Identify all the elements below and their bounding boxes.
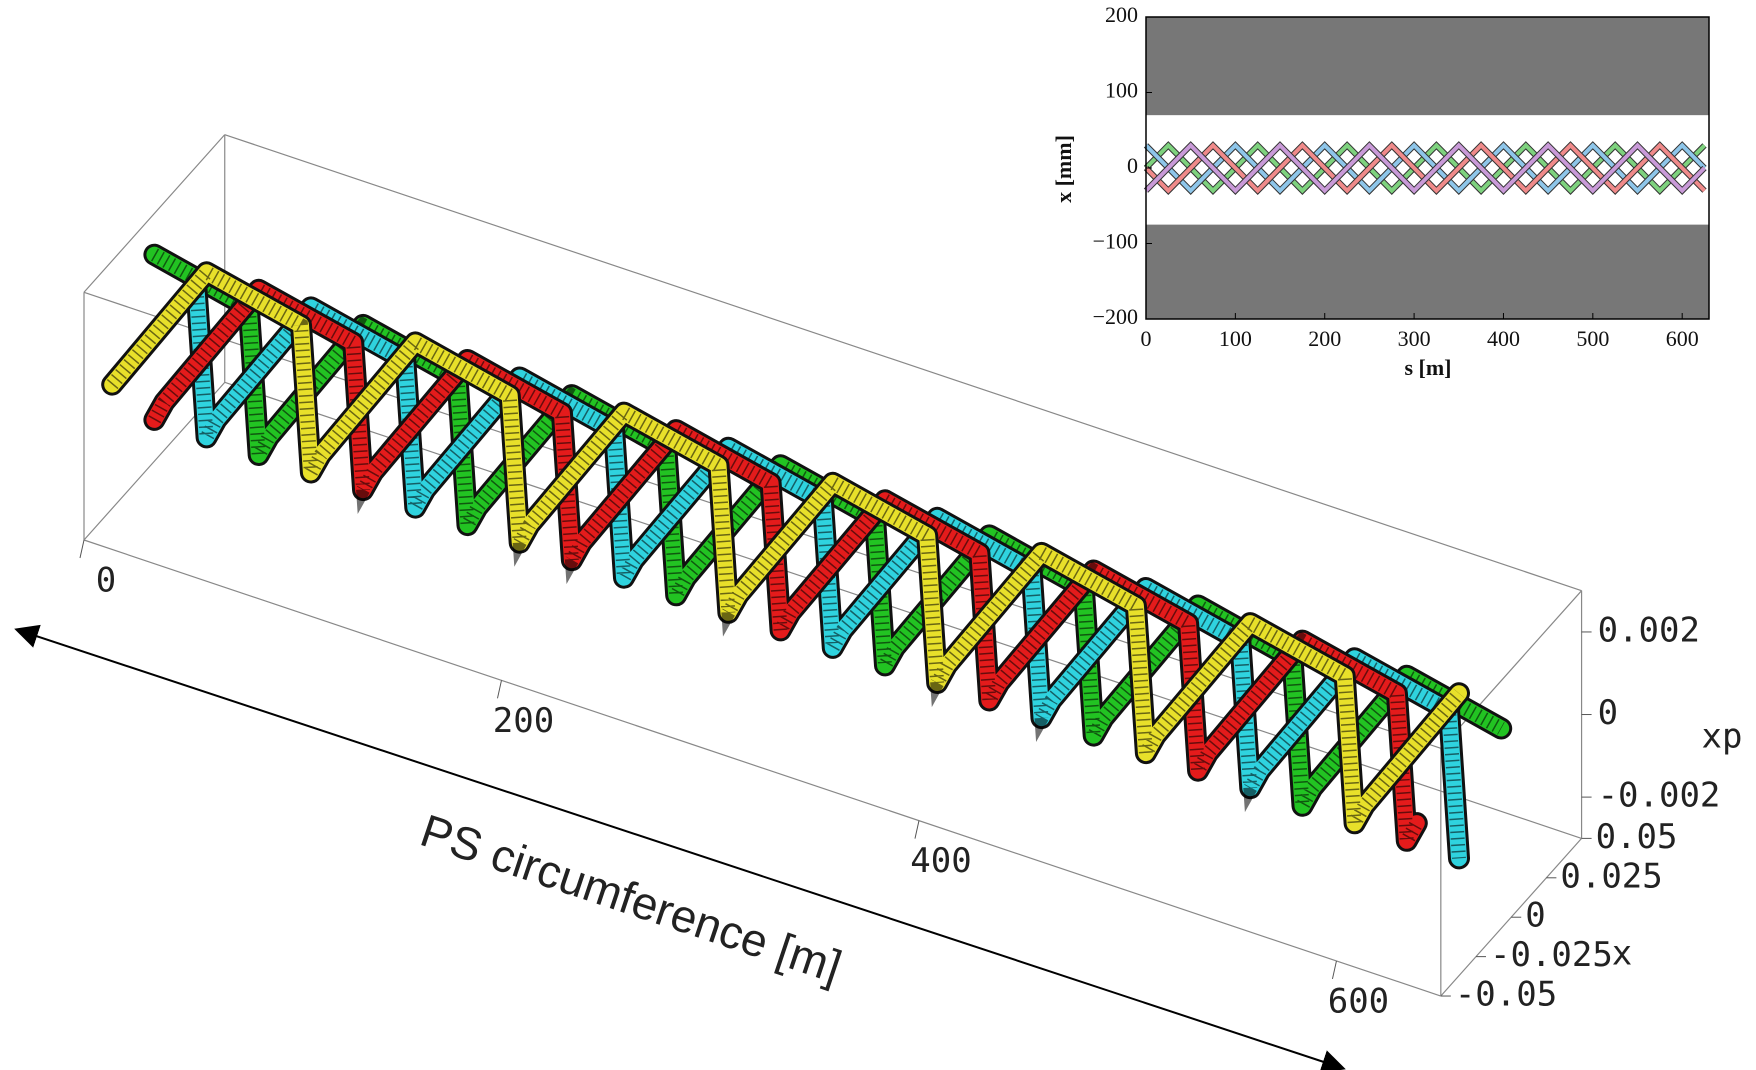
x-tick-label: -0.05: [1455, 975, 1557, 1015]
plot-3d: 02004006000.050.0250-0.025-0.050.0020-0.…: [79, 134, 1721, 1021]
box-edge: [1440, 590, 1583, 749]
tube-hatch: [148, 280, 1423, 865]
y-tick-label: −200: [1093, 304, 1138, 329]
x-tick-label: 500: [1576, 326, 1609, 351]
x-tick-label: 0.05: [1596, 817, 1678, 857]
xp-tick-label: -0.002: [1598, 776, 1721, 816]
y-tick-label: 0: [1127, 153, 1138, 178]
axis-arrow: [14, 624, 1346, 1070]
tube-outline: [143, 278, 1428, 852]
inset: 0 100 200 300 400 500 600 −200 −100 0 100 200: [1093, 2, 1710, 351]
box-edge: [224, 134, 1582, 592]
box-edge: [83, 134, 226, 293]
box-edge: [224, 381, 1582, 839]
x-tick-label: 600: [1666, 326, 1699, 351]
orbit: [1144, 142, 1706, 194]
s-tick-label: 600: [1328, 981, 1389, 1021]
y-tick-label: 100: [1105, 78, 1138, 103]
y-tick-label: −100: [1093, 229, 1138, 254]
xp-tick-label: 0: [1598, 693, 1618, 733]
s-tick: [79, 539, 85, 559]
xp-axis-label: xp: [1702, 717, 1743, 757]
s-tick: [914, 820, 920, 839]
inset-y-label: x [mm]: [1051, 135, 1076, 203]
s-tick: [496, 680, 502, 699]
x-tick-label: -0.025: [1490, 935, 1613, 975]
y-tick-label: 200: [1105, 2, 1138, 27]
x-tick-label: 400: [1487, 326, 1520, 351]
x-tick-label: 0: [1141, 326, 1152, 351]
x-tick-label: 0.025: [1560, 856, 1662, 896]
x-tick-label: 0: [1525, 896, 1545, 936]
inset-x-label: s [m]: [1404, 355, 1451, 380]
x-axis-label: x: [1612, 934, 1632, 974]
xp-tick-label: 0.002: [1598, 610, 1700, 650]
box-edge: [83, 539, 1442, 997]
x-tick-label: 300: [1398, 326, 1431, 351]
tube-hatch: [106, 263, 1465, 848]
s-tick: [1331, 960, 1337, 980]
s-tick-label: 200: [493, 701, 554, 741]
s-tick-label: 400: [910, 841, 971, 881]
s-tick-label: 0: [96, 561, 116, 601]
x-tick-label: 100: [1219, 326, 1252, 351]
x-tick-label: 200: [1308, 326, 1341, 351]
orbit: [1144, 142, 1706, 194]
